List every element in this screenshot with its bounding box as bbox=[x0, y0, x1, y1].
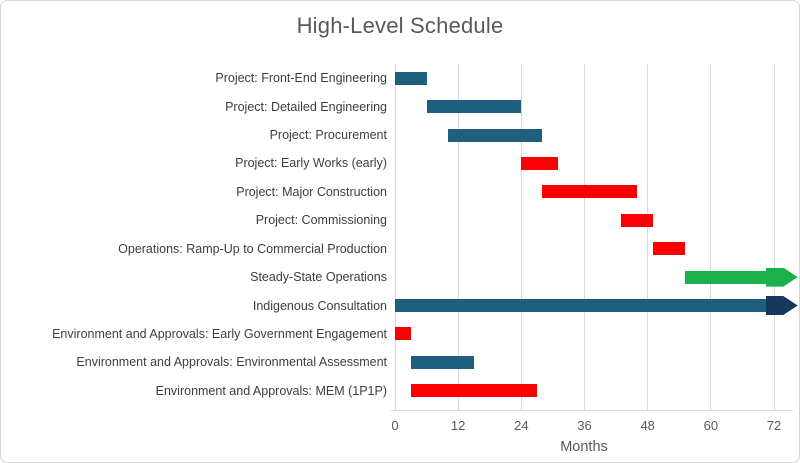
x-tick-label: 24 bbox=[514, 418, 529, 433]
x-tick-label: 72 bbox=[766, 418, 782, 433]
arrow-head-icon bbox=[765, 296, 798, 316]
task-bar bbox=[521, 156, 559, 170]
chart-title: High-Level Schedule bbox=[296, 13, 504, 38]
task-label: Operations: Ramp-Up to Commercial Produc… bbox=[118, 241, 387, 256]
task-label: Environment and Approvals: MEM (1P1P) bbox=[155, 383, 387, 398]
task-bar bbox=[410, 384, 538, 398]
x-axis-title: Months bbox=[560, 439, 608, 455]
gridline bbox=[457, 64, 459, 410]
task-label: Environment and Approvals: Early Governm… bbox=[52, 326, 387, 341]
task-label: Project: Early Works (early) bbox=[235, 156, 387, 171]
task-label: Project: Commissioning bbox=[255, 213, 387, 228]
task-arrow-shaft bbox=[395, 299, 772, 313]
task-label: Steady-State Operations bbox=[250, 270, 387, 285]
task-label: Environment and Approvals: Environmental… bbox=[76, 355, 387, 370]
task-label: Project: Front-End Engineering bbox=[215, 71, 387, 86]
task-bar bbox=[410, 355, 474, 369]
x-tick-label: 60 bbox=[703, 418, 719, 433]
gridline bbox=[647, 64, 649, 410]
task-label: Project: Detailed Engineering bbox=[225, 99, 387, 114]
task-label: Project: Procurement bbox=[269, 128, 387, 143]
task-bar bbox=[426, 100, 522, 114]
x-tick-label: 12 bbox=[450, 418, 466, 433]
x-tick-label: 0 bbox=[391, 418, 399, 433]
arrow-head-icon bbox=[765, 267, 798, 287]
task-label: Indigenous Consultation bbox=[252, 298, 387, 313]
task-arrow-shaft bbox=[684, 270, 772, 284]
gridline bbox=[584, 64, 585, 410]
gridline bbox=[520, 64, 522, 410]
task-bar bbox=[395, 327, 411, 341]
task-bar bbox=[652, 242, 685, 256]
gridline bbox=[710, 64, 712, 410]
task-label: Project: Major Construction bbox=[236, 184, 387, 199]
x-axis-line bbox=[391, 410, 793, 411]
task-bar bbox=[395, 71, 427, 85]
task-bar bbox=[447, 128, 543, 142]
task-bar bbox=[621, 213, 653, 227]
gridline bbox=[773, 64, 775, 410]
task-bar bbox=[542, 185, 638, 199]
gridline bbox=[394, 64, 396, 410]
x-tick-label: 48 bbox=[640, 418, 655, 433]
x-tick-label: 36 bbox=[577, 418, 592, 433]
